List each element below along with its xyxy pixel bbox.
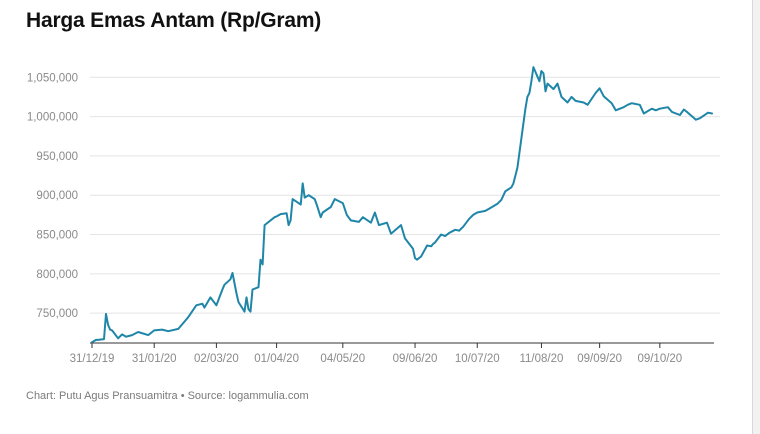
y-tick-label: 800,000 (36, 269, 78, 281)
card-border (752, 0, 753, 434)
gold-price-line (91, 66, 713, 344)
x-tick-label: 09/06/20 (393, 353, 438, 365)
x-tick-label: 01/04/20 (254, 353, 299, 365)
y-tick-label: 750,000 (36, 308, 78, 320)
y-tick-label: 850,000 (36, 230, 78, 242)
x-tick-label: 09/09/20 (577, 353, 622, 365)
chart-title: Harga Emas Antam (Rp/Gram) (26, 9, 322, 32)
page-margin (753, 0, 760, 434)
chart-footer: Chart: Putu Agus Pransuamitra • Source: … (26, 390, 309, 402)
x-tick-label: 04/05/20 (320, 353, 365, 365)
x-tick-label: 02/03/20 (194, 353, 239, 365)
x-axis-ticks: 31/12/19 31/01/20 02/03/20 01/04/20 04/05/20… (70, 343, 682, 365)
x-tick-label: 10/07/20 (455, 353, 500, 365)
x-tick-label: 31/01/20 (132, 353, 177, 365)
y-tick-label: 950,000 (36, 151, 78, 163)
x-tick-label: 09/10/20 (637, 353, 682, 365)
y-axis-ticks: 750,000 800,000 850,000 900,000 950,000 1,000… (27, 72, 78, 320)
x-tick-label: 31/12/19 (70, 353, 115, 365)
x-tick-label: 11/08/20 (519, 353, 563, 365)
y-tick-label: 1,000,000 (27, 112, 78, 124)
y-tick-label: 900,000 (36, 190, 78, 202)
gridlines (90, 76, 720, 314)
y-tick-label: 1,050,000 (27, 72, 78, 84)
